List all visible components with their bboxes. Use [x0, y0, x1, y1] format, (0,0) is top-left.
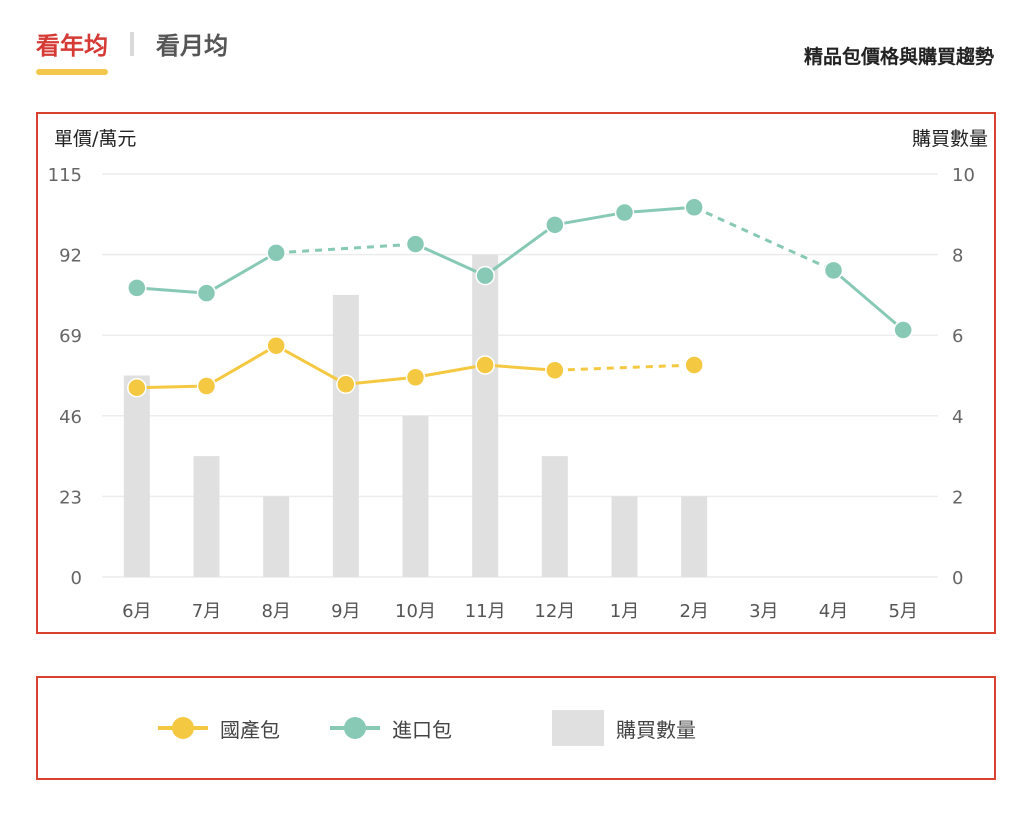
- series-line-segment: [415, 363, 486, 379]
- quantity-bar: [541, 456, 568, 577]
- chart-frame: 單價/萬元 購買數量 115 10 92 8 69 6 46 4 23 2 0 0 6月 7月 8月 9月 10月 1…: [36, 112, 996, 634]
- series-line-segment: [205, 344, 277, 388]
- legend-item-imported[interactable]: 進口包: [330, 678, 452, 778]
- series-line-segment: [485, 363, 555, 372]
- x-tick-label: 8月: [261, 601, 290, 622]
- series-point: [684, 197, 704, 218]
- tab-divider: [130, 31, 134, 56]
- quantity-bar: [332, 294, 359, 577]
- series-line-segment: [484, 223, 556, 277]
- series-line-segment: [554, 211, 625, 227]
- y-left-tick-label: 46: [59, 407, 82, 428]
- y-right-tick-label: 6: [952, 326, 963, 347]
- y-left-tick-label: 92: [59, 246, 82, 267]
- series-point: [475, 355, 495, 375]
- series-point: [266, 335, 286, 356]
- series-point: [127, 378, 147, 398]
- series-line-segment: [414, 242, 486, 277]
- series-point: [405, 234, 426, 254]
- series-point: [823, 260, 844, 281]
- x-tick-label: 4月: [819, 601, 848, 622]
- y-left-tick-label: 23: [59, 487, 82, 508]
- tab-bar: 看年均 看月均: [36, 26, 228, 75]
- x-tick-label: 6月: [122, 601, 151, 622]
- series-point: [336, 374, 356, 395]
- x-tick-label: 3月: [749, 601, 778, 622]
- series-point: [405, 367, 426, 388]
- quantity-bar: [263, 496, 290, 577]
- legend-quantity-swatch-icon: [552, 710, 604, 746]
- series-point: [266, 243, 286, 263]
- series-point: [127, 278, 147, 298]
- quantity-bar: [193, 456, 220, 577]
- x-tick-label: 9月: [331, 601, 360, 622]
- legend: 國產包 進口包 購買數量: [36, 676, 996, 780]
- series-line-segment: [205, 251, 277, 295]
- chart-title: 精品包價格與購買趨勢: [803, 46, 994, 68]
- x-tick-label: 10月: [395, 601, 436, 622]
- tab-yearly-average[interactable]: 看年均: [36, 26, 108, 75]
- quantity-bar: [402, 415, 429, 577]
- series-line-segment: [624, 205, 695, 215]
- legend-domestic-marker-icon: [158, 717, 208, 739]
- series-line-segment: [136, 286, 207, 295]
- quantity-bar: [681, 496, 708, 577]
- legend-label-quantity: 購買數量: [616, 717, 696, 742]
- tab-monthly-average[interactable]: 看月均: [156, 32, 228, 60]
- legend-label-domestic: 國產包: [220, 717, 280, 742]
- y-left-tick-label: 0: [71, 568, 82, 589]
- series-line-gap-segment: [276, 242, 416, 255]
- y-left-tick-label: 115: [48, 165, 82, 186]
- series-point: [545, 360, 565, 380]
- series-line-gap-segment: [693, 205, 835, 272]
- y-right-tick-label: 2: [952, 487, 963, 508]
- x-tick-label: 7月: [192, 601, 221, 622]
- y-left-tick-label: 69: [59, 326, 82, 347]
- x-tick-label: 5月: [888, 601, 917, 622]
- y-right-tick-label: 10: [952, 165, 975, 186]
- legend-item-domestic[interactable]: 國產包: [158, 678, 280, 778]
- quantity-bar: [123, 375, 150, 577]
- x-tick-label: 11月: [465, 601, 506, 622]
- y-right-tick-label: 0: [952, 568, 963, 589]
- series-line-segment: [832, 269, 905, 332]
- series-point: [196, 376, 217, 396]
- series-point: [614, 202, 635, 223]
- legend-label-imported: 進口包: [392, 717, 452, 742]
- series-line-segment: [136, 384, 207, 390]
- y-right-tick-label: 4: [952, 407, 963, 428]
- quantity-bar: [472, 254, 499, 577]
- series-line-gap-segment: [554, 363, 695, 372]
- y-right-tick-label: 8: [952, 246, 963, 267]
- legend-imported-marker-icon: [330, 717, 380, 739]
- x-tick-label: 1月: [610, 601, 639, 622]
- x-tick-label: 12月: [534, 601, 575, 622]
- legend-item-quantity[interactable]: 購買數量: [552, 678, 696, 778]
- series-line-segment: [345, 375, 416, 386]
- series-line-segment: [275, 344, 347, 386]
- y-left-axis-label: 單價/萬元: [54, 128, 136, 150]
- series-point: [475, 265, 495, 286]
- series-point: [893, 320, 913, 340]
- y-right-axis-label: 購買數量: [912, 128, 988, 150]
- price-trend-chart: 單價/萬元 購買數量 115 10 92 8 69 6 46 4 23 2 0 0 6月 7月 8月 9月 10月 1…: [48, 128, 988, 622]
- series-point: [684, 355, 704, 375]
- quantity-bar: [611, 496, 638, 577]
- x-tick-label: 2月: [679, 601, 708, 622]
- series-point: [545, 215, 565, 235]
- series-point: [196, 283, 217, 303]
